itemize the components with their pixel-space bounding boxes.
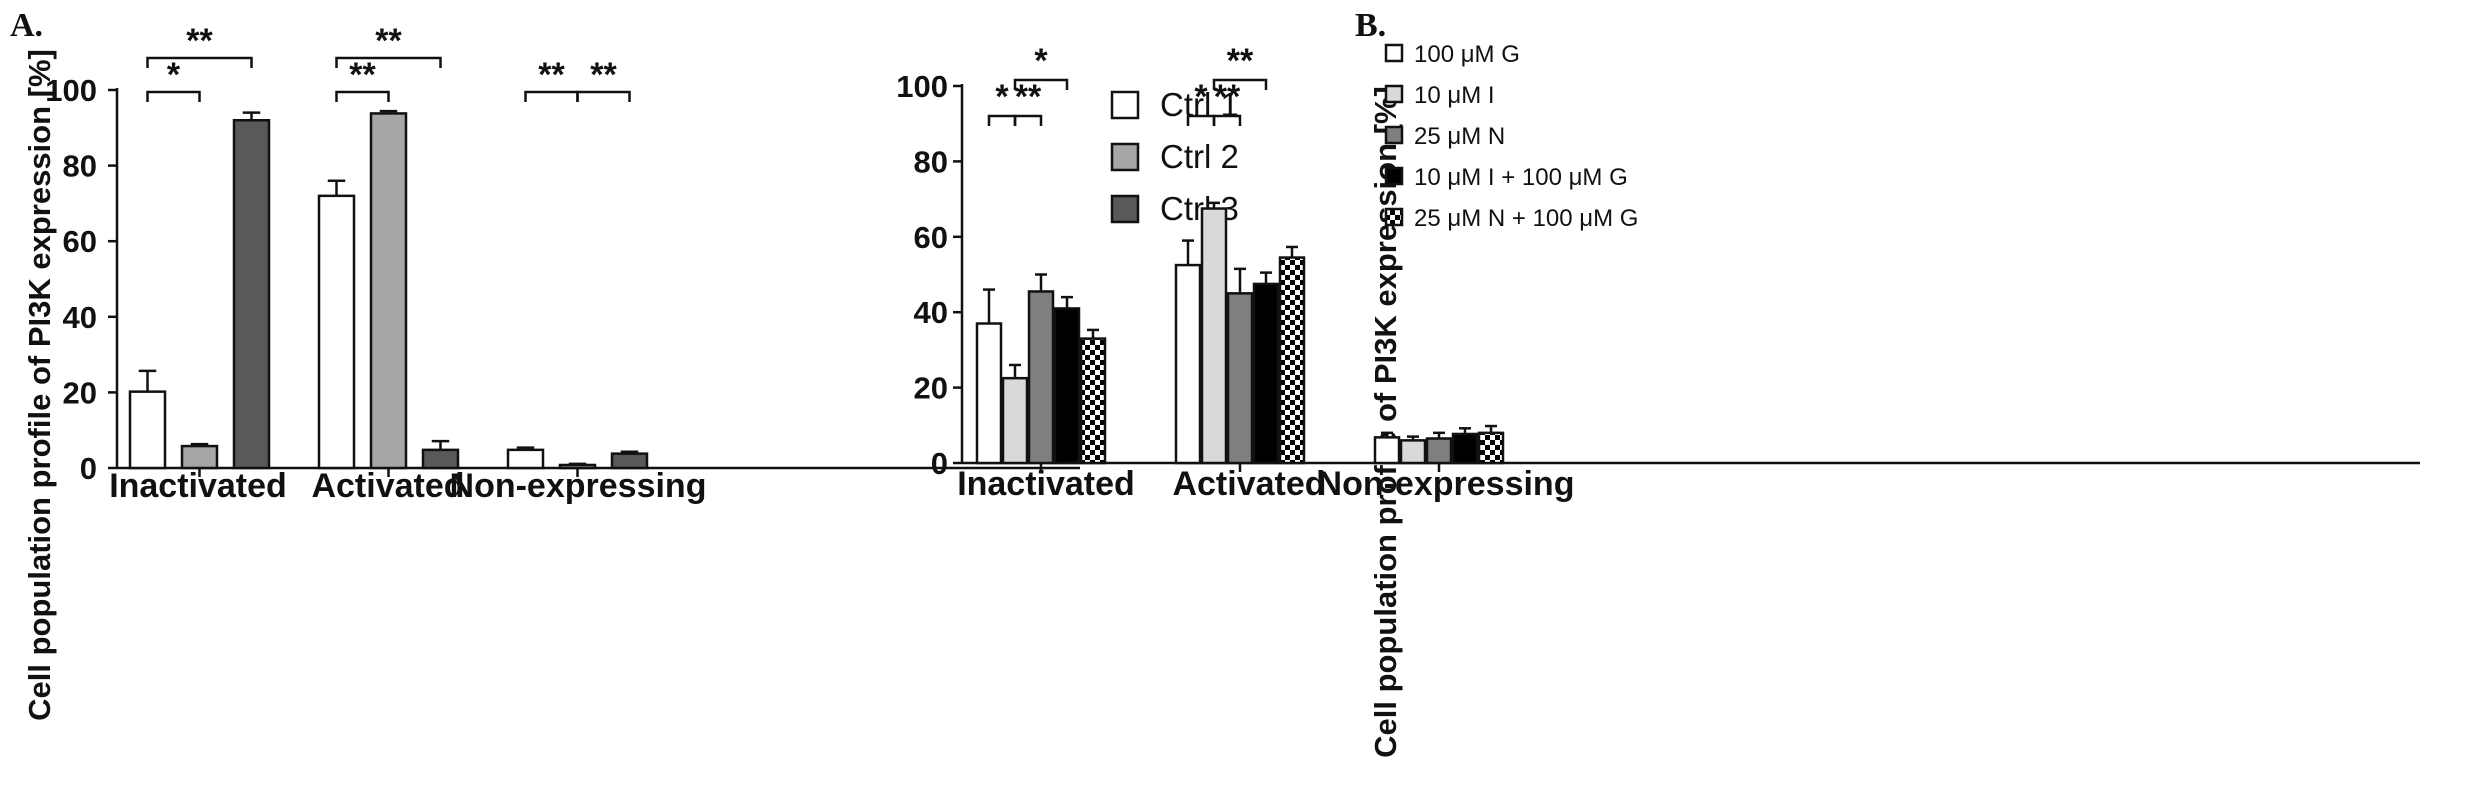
panel-a-legend-swatch: [1110, 90, 1140, 120]
panel-a-y-axis-title: Cell population profile of PI3K expressi…: [22, 49, 57, 721]
panel-b-significance-label: *: [1034, 42, 1048, 80]
panel-b-y-tick-label: 40: [914, 295, 948, 330]
panel-b-y-tick-label: 100: [896, 69, 948, 104]
panel-b-legend-swatch: [1384, 207, 1404, 227]
panel-a-significance-bracket: [335, 90, 390, 102]
panel-a-y-tick-label: 60: [63, 224, 97, 259]
panel-b-bar: [1399, 439, 1427, 465]
panel-a-y-tick-label: 40: [63, 300, 97, 335]
panel-b-bar: [1027, 290, 1055, 465]
panel-a-category-label: Activated: [311, 467, 464, 505]
panel-b-legend-label: 25 μM N: [1414, 123, 1505, 150]
panel-a-legend-label: Ctrl 2: [1160, 138, 1239, 175]
panel-b-significance-label: **: [1227, 42, 1254, 80]
panel-a-significance-bracket: [146, 90, 201, 102]
panel-b-significance-bracket: [1013, 78, 1069, 90]
panel-b-category-label: Inactivated: [957, 465, 1135, 503]
panel-b-chart: B. Cell population profile of PI3K expre…: [896, 7, 2420, 758]
panel-b-legend-label: 10 μM I: [1414, 82, 1495, 109]
panel-a-significance-label: **: [375, 22, 402, 60]
panel-b-y-axis-title: Cell population profile of PI3K expressi…: [1368, 86, 1403, 758]
panel-a-legend-swatch: [1110, 194, 1140, 224]
panel-b-bar: [1373, 436, 1401, 465]
panel-a-bar: [421, 448, 460, 470]
panel-a-category-label: Non-expressing: [450, 467, 707, 505]
panel-b-y-tick-label: 60: [914, 220, 948, 255]
panel-b-category-label: Activated: [1172, 465, 1325, 503]
panel-a-letter: A.: [10, 7, 43, 44]
panel-a-bar: [369, 112, 408, 470]
panel-b-significance-bracket: [1212, 78, 1268, 90]
panel-a-bar: [317, 194, 356, 470]
panel-a-significance-label: **: [349, 56, 376, 94]
panel-a-chart: A. Cell population profile of PI3K expre…: [10, 7, 1239, 721]
panel-b-legend-label: 10 μM I + 100 μM G: [1414, 164, 1628, 191]
panel-b-significance-label: *: [995, 78, 1009, 116]
panel-b-legend-swatch: [1384, 125, 1404, 145]
panel-b-legend-swatch: [1384, 166, 1404, 186]
panel-b-category-label: Non-expressing: [1318, 465, 1575, 503]
panel-b-bar: [975, 322, 1003, 465]
panel-a-y-tick-label: 100: [45, 73, 97, 108]
panel-b-significance-label: **: [1214, 78, 1241, 116]
panel-b-legend-label: 25 μM N + 100 μM G: [1414, 205, 1638, 232]
panel-a-bar: [180, 444, 219, 470]
panel-a-bar: [610, 452, 649, 470]
panel-a-legend-swatch: [1110, 142, 1140, 172]
panel-b-bar: [1174, 263, 1202, 465]
panel-b-legend-swatch: [1384, 84, 1404, 104]
panel-a-bar: [232, 118, 271, 470]
panel-b-bar: [1252, 282, 1280, 465]
panel-b-bar: [1451, 432, 1479, 465]
panel-b-legend-label: 100 μM G: [1414, 41, 1520, 68]
panel-b-significance-bracket: [1212, 114, 1242, 126]
panel-a-significance-bracket: [576, 90, 631, 102]
panel-b-bar: [1477, 431, 1505, 465]
panel-b-y-tick-label: 0: [931, 446, 948, 481]
panel-b-significance-label: *: [1194, 78, 1208, 116]
panel-b-significance-label: **: [1015, 78, 1042, 116]
panel-b-bar: [1226, 292, 1254, 465]
panel-a-bar: [128, 390, 167, 470]
panel-b-legend-swatch: [1384, 43, 1404, 63]
panel-a-category-label: Inactivated: [109, 467, 287, 505]
panel-a-significance-label: **: [186, 22, 213, 60]
panel-a-y-tick-label: 20: [63, 375, 97, 410]
panel-b-bar: [1200, 207, 1228, 465]
panel-b-y-tick-label: 80: [914, 144, 948, 179]
panel-b-significance-bracket: [1013, 114, 1043, 126]
panel-a-bar: [506, 448, 545, 470]
panel-b-letter: B.: [1355, 7, 1386, 44]
panel-b-y-tick-label: 20: [914, 371, 948, 406]
panel-b-bar: [1278, 256, 1306, 465]
panel-b-bar: [1053, 307, 1081, 465]
panel-a-significance-bracket: [146, 56, 253, 68]
panel-a-significance-label: *: [167, 56, 181, 94]
panel-b-bar: [1001, 376, 1029, 465]
panel-a-significance-label: **: [538, 56, 565, 94]
panel-a-significance-label: **: [590, 56, 617, 94]
panel-a-bar: [558, 463, 597, 470]
panel-a-y-tick-label: 80: [63, 149, 97, 184]
panel-a-significance-bracket: [335, 56, 442, 68]
panel-b-bar: [1079, 337, 1107, 465]
panel-b-bar: [1425, 437, 1453, 465]
panel-a-y-tick-label: 0: [80, 451, 97, 486]
panel-b-significance-bracket: [987, 114, 1017, 126]
